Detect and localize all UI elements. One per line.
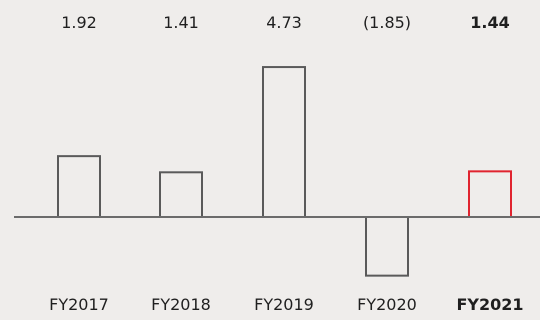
x-tick-labels: FY2017 FY2018 FY2019 FY2020 FY2021 xyxy=(49,295,523,314)
bar-fy2021 xyxy=(468,170,512,219)
x-tick-label-fy2017: FY2017 xyxy=(49,295,109,314)
x-tick-label-fy2021: FY2021 xyxy=(456,295,523,314)
data-label-fy2019: 4.73 xyxy=(266,13,302,32)
bar-fy2019 xyxy=(262,66,306,218)
x-tick-label-fy2019: FY2019 xyxy=(254,295,314,314)
data-labels: 1.92 1.41 4.73 (1.85) 1.44 xyxy=(61,13,510,32)
bars xyxy=(57,66,512,277)
bar-fy2017 xyxy=(57,155,101,218)
data-label-fy2018: 1.41 xyxy=(163,13,199,32)
x-tick-label-fy2018: FY2018 xyxy=(151,295,211,314)
bar-fy2018 xyxy=(159,171,203,218)
x-tick-label-fy2020: FY2020 xyxy=(357,295,417,314)
data-label-fy2021: 1.44 xyxy=(470,13,509,32)
bar-fy2020 xyxy=(365,216,409,277)
data-label-fy2017: 1.92 xyxy=(61,13,97,32)
data-label-fy2020: (1.85) xyxy=(363,13,411,32)
